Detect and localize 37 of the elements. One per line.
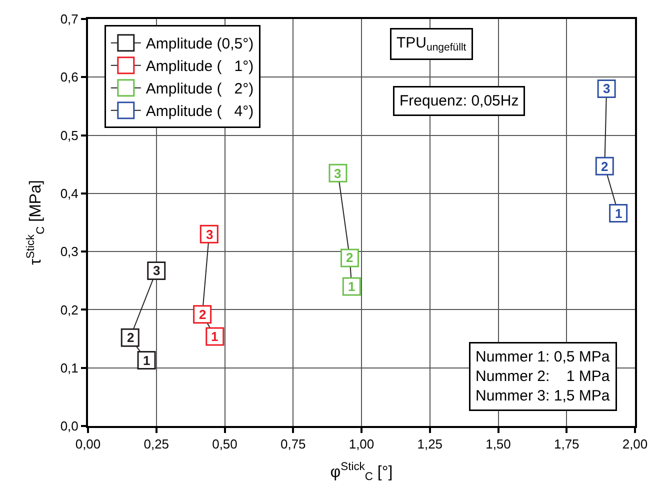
x-tick-label: 1,75: [554, 436, 580, 452]
x-tick-label: 1,25: [417, 436, 443, 452]
legend-label: Amplitude ( 4°): [146, 103, 254, 120]
annotation: 3: [206, 227, 214, 242]
x-axis-title: φ$^{Stick}$$_{C}$ [°]: [330, 461, 393, 484]
annotation: 2: [601, 159, 608, 174]
y-tick-label: 0,2: [60, 302, 78, 318]
annotation: TPU$_{ungefüllt}$: [396, 34, 466, 54]
annotation: 3: [603, 81, 610, 96]
x-tick-label: 0,50: [212, 436, 238, 452]
x-tick-label: 0,00: [75, 436, 101, 452]
y-tick-label: 0,3: [60, 244, 78, 260]
legend-label: Amplitude (0,5°): [146, 36, 254, 53]
annotation: 1: [143, 353, 150, 368]
annotation: 1: [211, 329, 218, 344]
x-tick-label: 0,75: [280, 436, 306, 452]
annotation: 1: [615, 206, 622, 221]
x-tick-label: 2,00: [622, 436, 648, 452]
annotation: 2: [346, 250, 354, 265]
x-tick-label: 1,50: [486, 436, 511, 452]
y-tick-label: 0,6: [60, 70, 78, 85]
y-tick-label: 0,7: [60, 12, 78, 27]
legend-label: Amplitude ( 2°): [146, 80, 254, 98]
x-tick-label: 0,25: [144, 436, 170, 452]
legend-label: Amplitude ( 1°): [146, 58, 254, 76]
annotation: 2: [199, 307, 206, 322]
y-tick-label: 0,4: [60, 186, 78, 201]
y-tick-label: 0,0: [60, 418, 78, 434]
annotation: 2: [127, 330, 134, 345]
annotation: 3: [153, 263, 160, 278]
x-tick-label: 1,00: [348, 436, 374, 452]
y-tick-label: 0,1: [60, 360, 78, 376]
annotation: Nummer 1: 0,5 MPa Nummer 2: 1 MPa Nummer 3: 1,5 MPa: [476, 348, 610, 404]
annotation: 1: [348, 279, 356, 294]
annotation: Frequenz: 0,05Hz: [400, 92, 519, 110]
annotation: 3: [334, 166, 342, 181]
y-tick-label: 0,5: [60, 128, 78, 143]
